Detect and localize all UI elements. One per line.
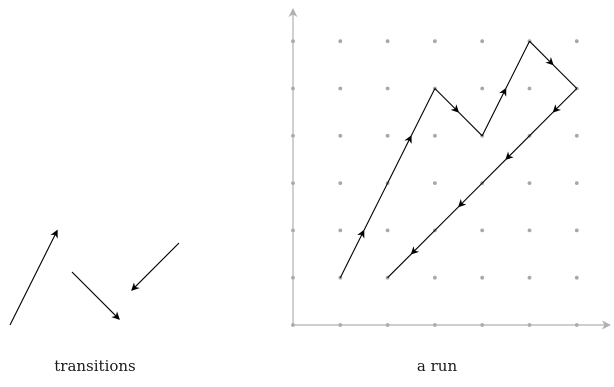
grid-dot xyxy=(433,39,437,44)
run-step-arrow xyxy=(552,88,578,113)
grid-dot xyxy=(527,275,532,280)
grid-dot xyxy=(338,133,343,138)
grid-dot xyxy=(433,275,437,280)
run-caption: a run xyxy=(416,357,458,375)
grid-dot xyxy=(574,275,579,280)
run-step-segment xyxy=(410,88,436,137)
run-grid xyxy=(291,39,579,327)
grid-dot xyxy=(527,86,532,91)
grid-dot xyxy=(480,228,485,233)
grid-dot xyxy=(385,86,390,91)
run-step-arrow xyxy=(434,88,460,113)
transition-arrow xyxy=(71,271,120,320)
grid-dot xyxy=(480,86,485,91)
run-step-segment xyxy=(505,40,530,89)
transition-arrow xyxy=(131,242,180,291)
grid-dot xyxy=(338,39,343,44)
grid-dot xyxy=(433,133,437,138)
grid-dot xyxy=(527,228,532,233)
grid-dot xyxy=(385,39,390,44)
grid-dot xyxy=(338,228,343,233)
run-step-arrow xyxy=(529,40,554,66)
grid-dot xyxy=(433,181,437,186)
run-step-arrow xyxy=(505,135,530,161)
run-step-arrow xyxy=(457,182,483,208)
grid-dot xyxy=(527,181,532,186)
grid-dot xyxy=(574,133,579,138)
run-step-segment xyxy=(434,206,459,231)
grid-dot xyxy=(574,181,579,186)
transition-arrow xyxy=(9,229,58,326)
grid-dot xyxy=(338,86,343,91)
grid-dot xyxy=(480,39,485,44)
run-step-arrow xyxy=(387,135,412,184)
transitions-diagram xyxy=(9,229,180,326)
run-step-segment xyxy=(552,64,578,89)
grid-dot xyxy=(574,39,579,44)
grid-dot xyxy=(385,133,390,138)
transitions-caption: transitions xyxy=(54,357,136,375)
run-step-segment xyxy=(387,253,412,279)
run-axes xyxy=(288,8,611,330)
run-step-arrow xyxy=(339,229,365,278)
run-path xyxy=(339,40,578,279)
run-step-segment xyxy=(363,182,389,231)
grid-dot xyxy=(480,275,485,280)
grid-dot xyxy=(574,228,579,233)
run-step-segment xyxy=(481,159,507,184)
grid-dot xyxy=(385,228,390,233)
run-step-arrow xyxy=(481,87,507,137)
run-step-segment xyxy=(529,111,554,137)
grid-dot xyxy=(338,181,343,186)
run-step-arrow xyxy=(410,230,436,255)
run-step-segment xyxy=(458,111,483,137)
